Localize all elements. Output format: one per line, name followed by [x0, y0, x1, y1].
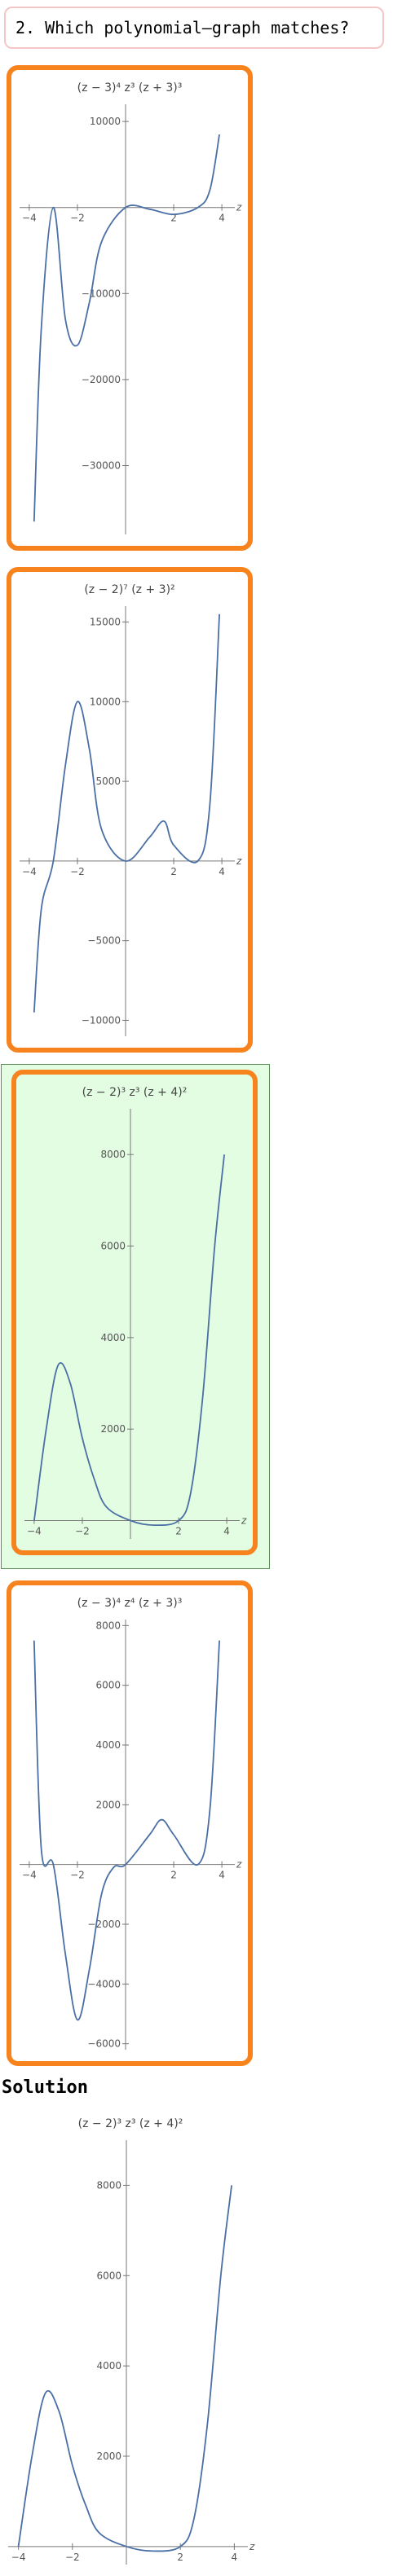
- y-tick-label: −10000: [82, 288, 121, 299]
- y-tick-label: −4000: [87, 1978, 121, 1989]
- x-tick-label: −4: [22, 866, 37, 877]
- x-tick-label: 4: [223, 1526, 230, 1537]
- x-axis-label: z: [249, 2541, 255, 2552]
- x-tick-label: −4: [11, 2552, 26, 2563]
- x-tick-label: −4: [27, 1526, 42, 1537]
- x-axis-label: z: [236, 855, 242, 867]
- y-tick-label: −10000: [82, 1014, 121, 1026]
- x-axis-label: z: [236, 1859, 242, 1870]
- x-tick-label: −2: [70, 866, 85, 877]
- y-tick-label: 6000: [95, 1680, 121, 1691]
- option-2-card[interactable]: (z − 2)⁷ (z + 3)² z −4 −2 2 4 15000 10000 5000 −5…: [7, 567, 253, 1053]
- y-tick-label: 4000: [96, 2360, 121, 2372]
- option-4-card[interactable]: (z − 3)⁴ z⁴ (z + 3)³ z −4 −2 2 4 8000 6000 4000 2…: [7, 1580, 253, 2066]
- x-tick-label: 4: [219, 1870, 225, 1881]
- option-4-plot: (z − 3)⁴ z⁴ (z + 3)³ z −4 −2 2 4 8000 6000 4000 2…: [20, 1597, 242, 2050]
- solution-plot: (z − 2)³ z³ (z + 4)² z −4 −2 2 4 8000 6000 4000 2…: [8, 2117, 255, 2565]
- y-tick-label: 2000: [100, 1423, 126, 1435]
- option-1-plot: (z − 3)⁴ z³ (z + 3)³ z −4 −2 2 4 10000 −10000 −2…: [20, 81, 242, 534]
- series-line: [17, 2185, 232, 2552]
- y-tick-label: 5000: [95, 776, 121, 787]
- plot-title: (z − 2)³ z³ (z + 4)²: [82, 1086, 188, 1099]
- x-tick-label: 4: [219, 213, 225, 224]
- series-line: [33, 613, 220, 1013]
- y-tick-label: −20000: [82, 374, 121, 385]
- solution-graph: (z − 2)³ z³ (z + 4)² z −4 −2 2 4 8000 6000 4000 2…: [0, 2106, 261, 2576]
- y-tick-label: 10000: [90, 116, 121, 127]
- option-2-plot: (z − 2)⁷ (z + 3)² z −4 −2 2 4 15000 10000 5000 −5…: [20, 583, 242, 1036]
- y-tick-label: −5000: [87, 935, 121, 947]
- y-tick-label: 6000: [100, 1241, 126, 1252]
- y-tick-label: 4000: [95, 1739, 121, 1751]
- x-tick-label: −2: [75, 1526, 90, 1537]
- y-tick-label: 8000: [96, 2179, 121, 2191]
- x-tick-label: −2: [70, 213, 85, 224]
- series-line: [33, 1154, 225, 1527]
- x-tick-label: −2: [65, 2552, 80, 2563]
- y-tick-label: −6000: [87, 2038, 121, 2050]
- y-tick-label: 8000: [100, 1149, 126, 1160]
- series-line: [33, 1640, 220, 2021]
- plot-title: (z − 3)⁴ z⁴ (z + 3)³: [77, 1597, 183, 1610]
- y-tick-label: 15000: [90, 617, 121, 628]
- plot-title: (z − 2)⁷ (z + 3)²: [84, 583, 174, 596]
- series-line: [33, 134, 220, 522]
- x-axis-label: z: [236, 202, 242, 213]
- option-3-plot: (z − 2)³ z³ (z + 4)² z −4 −2 2 4 8000 6000 4000 2…: [24, 1086, 247, 1539]
- option-3-card[interactable]: (z − 2)³ z³ (z + 4)² z −4 −2 2 4 8000 6000 4000 2…: [11, 1070, 258, 1555]
- y-tick-label: 6000: [96, 2270, 121, 2281]
- x-tick-label: 2: [175, 1526, 182, 1537]
- y-tick-label: −30000: [82, 460, 121, 472]
- x-tick-label: 2: [177, 2552, 183, 2563]
- y-tick-label: 4000: [100, 1332, 126, 1343]
- x-tick-label: 2: [170, 866, 177, 877]
- x-tick-label: 4: [219, 866, 225, 877]
- y-tick-label: 8000: [95, 1620, 121, 1631]
- solution-heading: Solution: [2, 2077, 88, 2098]
- x-tick-label: 4: [232, 2552, 238, 2563]
- question-text: 2. Which polynomial–graph matches?: [15, 18, 350, 37]
- x-tick-label: −4: [22, 213, 37, 224]
- x-tick-label: −2: [70, 1870, 85, 1881]
- option-1-card[interactable]: (z − 3)⁴ z³ (z + 3)³ z −4 −2 2 4 10000 −10000 −2…: [7, 65, 253, 551]
- y-tick-label: 2000: [95, 1799, 121, 1810]
- question-banner: 2. Which polynomial–graph matches?: [4, 7, 384, 49]
- x-tick-label: −4: [22, 1870, 37, 1881]
- x-tick-label: 2: [170, 213, 177, 224]
- plot-title: (z − 2)³ z³ (z + 4)²: [78, 2117, 183, 2130]
- x-axis-label: z: [241, 1515, 247, 1527]
- plot-title: (z − 3)⁴ z³ (z + 3)³: [77, 81, 183, 95]
- x-tick-label: 2: [170, 1870, 177, 1881]
- y-tick-label: 2000: [96, 2451, 121, 2462]
- y-tick-label: 10000: [90, 696, 121, 707]
- y-tick-label: −2000: [87, 1919, 121, 1930]
